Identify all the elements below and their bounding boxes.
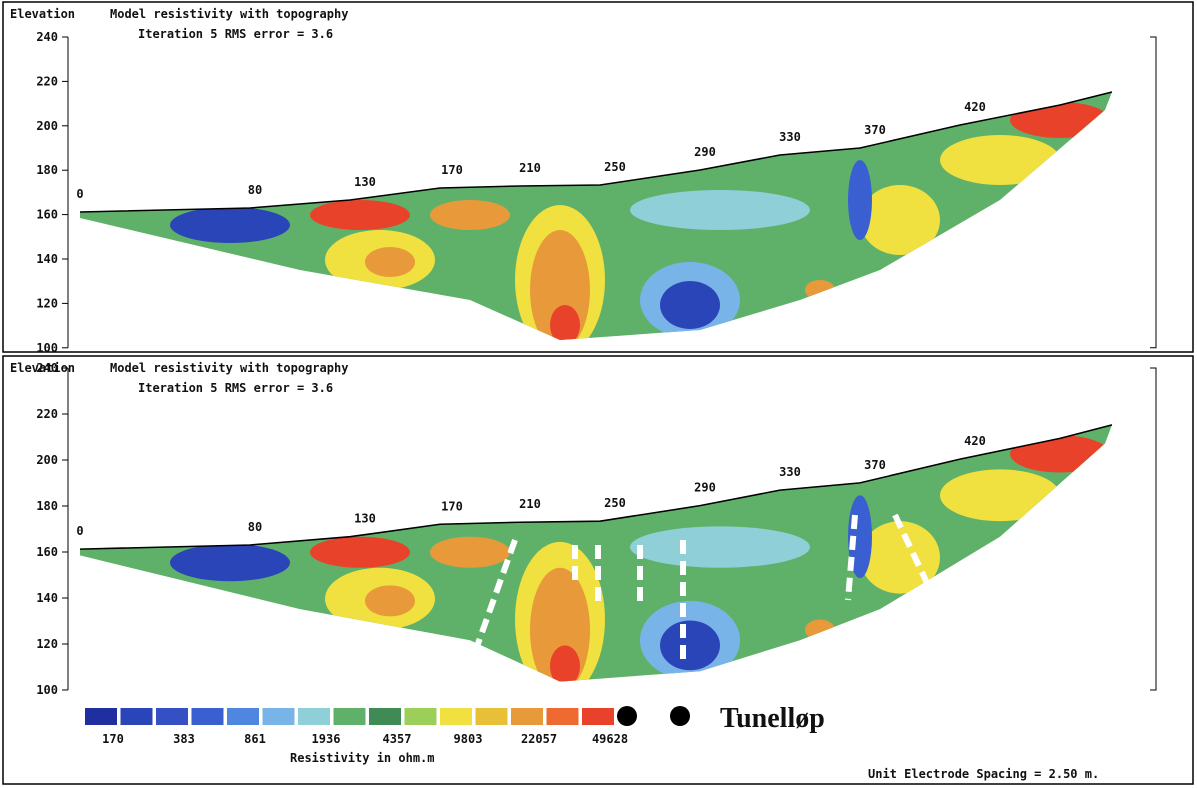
legend-swatch xyxy=(511,708,543,725)
legend-swatch xyxy=(440,708,472,725)
distance-label: 420 xyxy=(964,434,986,448)
distance-label: 130 xyxy=(354,175,376,189)
y-tick-label: 220 xyxy=(36,74,58,88)
legend-title: Resistivity in ohm.m xyxy=(290,751,435,765)
legend-swatch xyxy=(85,708,117,725)
legend-swatch xyxy=(404,708,437,725)
legend-swatch xyxy=(582,708,614,725)
y-tick-label: 100 xyxy=(36,683,58,697)
panel-title: Model resistivity with topography xyxy=(110,361,348,375)
panel-border xyxy=(2,1,1194,353)
tunnel-line xyxy=(892,513,938,602)
right-axis xyxy=(1150,367,1157,691)
distance-label: 250 xyxy=(604,160,626,174)
y-tick-label: 240 xyxy=(36,361,58,375)
legend-swatch xyxy=(120,708,153,725)
legend-swatch xyxy=(227,708,259,725)
legend-swatch xyxy=(262,708,295,725)
distance-label: 170 xyxy=(441,499,463,513)
distance-label: 170 xyxy=(441,163,463,177)
right-axis xyxy=(1150,36,1157,349)
y-tick-label: 180 xyxy=(36,499,58,513)
footer: Unit Electrode Spacing = 2.50 m. xyxy=(868,767,1099,781)
panel: Elevation Model resistivity with topograp… xyxy=(2,355,1194,785)
legend-value: 1936 xyxy=(312,732,341,746)
panel: Elevation Model resistivity with topograp… xyxy=(2,1,1194,360)
legend-value: 49628 xyxy=(592,732,628,746)
legend-swatch xyxy=(191,708,224,725)
y-tick-label: 220 xyxy=(36,407,58,421)
panel-subtitle: Iteration 5 RMS error = 3.6 xyxy=(138,27,333,41)
tunnel-line xyxy=(462,538,518,682)
distance-label: 0 xyxy=(76,187,83,201)
y-tick-label: 140 xyxy=(36,591,58,605)
y-tick-label: 200 xyxy=(36,119,58,133)
legend-value: 383 xyxy=(173,732,195,746)
legend-value: 22057 xyxy=(521,732,557,746)
distance-label: 250 xyxy=(604,496,626,510)
legend-value: 170 xyxy=(102,732,124,746)
distance-label: 210 xyxy=(519,497,541,511)
legend-swatch xyxy=(546,708,579,725)
legend-swatch xyxy=(156,708,188,725)
distance-label: 330 xyxy=(779,130,801,144)
tunnel-marker xyxy=(670,706,690,726)
legend-value: 9803 xyxy=(454,732,483,746)
axis-title: Elevation xyxy=(10,7,75,21)
distance-label: 210 xyxy=(519,161,541,175)
y-tick-label: 140 xyxy=(36,252,58,266)
distance-label: 130 xyxy=(354,512,376,526)
distance-label: 370 xyxy=(864,458,886,472)
axis-title: Elevation xyxy=(10,361,75,375)
y-tick-label: 240 xyxy=(36,30,58,44)
tunnel-marker xyxy=(617,706,637,726)
y-tick-label: 100 xyxy=(36,341,58,355)
y-tick-label: 180 xyxy=(36,163,58,177)
y-tick-label: 160 xyxy=(36,545,58,559)
marker-label: Tunelløp xyxy=(720,703,825,734)
legend-swatch xyxy=(333,708,366,725)
resistivity-section xyxy=(70,80,1130,360)
y-tick-label: 120 xyxy=(36,296,58,310)
legend-value: 4357 xyxy=(383,732,412,746)
legend-swatch xyxy=(475,708,508,725)
distance-label: 80 xyxy=(248,520,262,534)
y-tick-label: 120 xyxy=(36,637,58,651)
legend-swatch xyxy=(369,708,401,725)
legend-swatch xyxy=(298,708,330,725)
y-tick-label: 200 xyxy=(36,453,58,467)
distance-label: 290 xyxy=(694,481,716,495)
panel-border xyxy=(2,355,1194,785)
tunnel-line xyxy=(845,514,858,601)
distance-label: 290 xyxy=(694,145,716,159)
distance-label: 80 xyxy=(248,183,262,197)
panel-title: Model resistivity with topography xyxy=(110,7,348,21)
y-tick-label: 160 xyxy=(36,208,58,222)
distance-label: 370 xyxy=(864,123,886,137)
legend-value: 861 xyxy=(244,732,266,746)
legend: 170 383 861 1936 4357 9803 22057 49628 Resistivi… xyxy=(85,703,825,765)
distance-label: 420 xyxy=(964,100,986,114)
distance-label: 0 xyxy=(76,524,83,538)
panel-subtitle: Iteration 5 RMS error = 3.6 xyxy=(138,381,333,395)
distance-label: 330 xyxy=(779,465,801,479)
